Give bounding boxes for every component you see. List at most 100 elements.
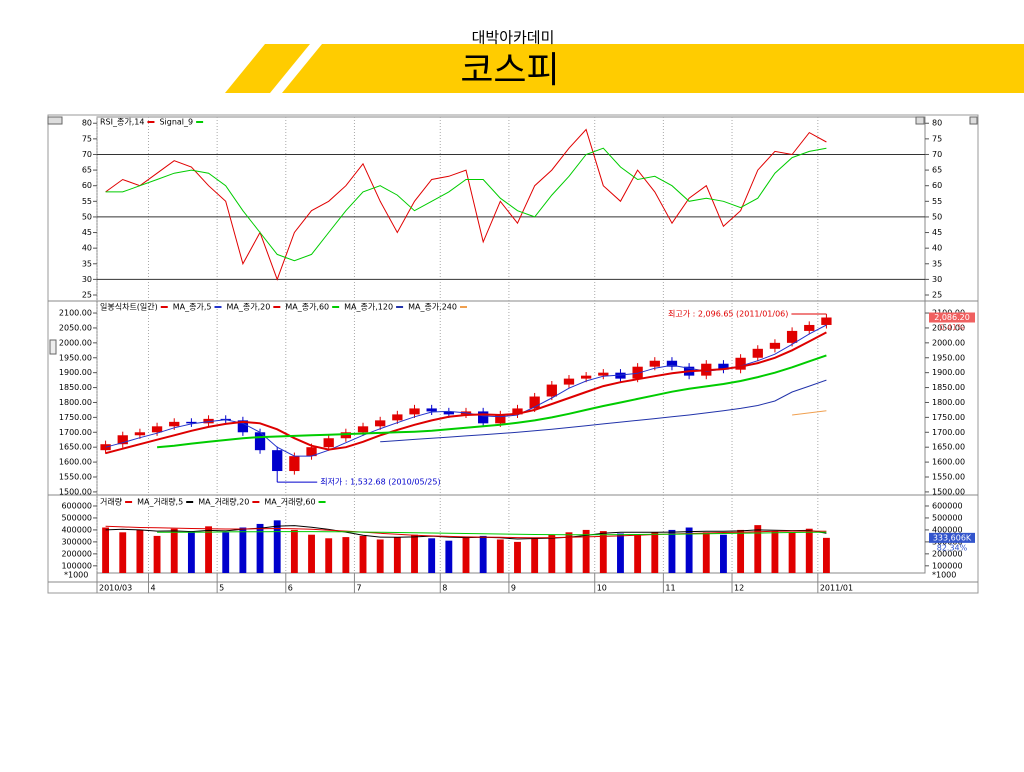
last-label: 333,606K bbox=[933, 533, 972, 542]
y-tick-label-right: 30 bbox=[932, 275, 942, 284]
series-line bbox=[380, 379, 827, 443]
candle-body bbox=[375, 420, 386, 427]
volume-bar bbox=[702, 532, 710, 573]
volume-bar bbox=[256, 523, 264, 573]
y-tick-label: 2050.00 bbox=[59, 323, 92, 332]
volume-bar bbox=[514, 541, 521, 573]
y-tick-label-right: 70 bbox=[932, 150, 942, 159]
y-tick-label-right: 1700.00 bbox=[932, 428, 965, 437]
legend-label: 일봉식차트(일간) bbox=[100, 302, 158, 312]
y-tick-label-right: 2000.00 bbox=[932, 338, 965, 347]
slide-subtitle: 대박아카데미 bbox=[472, 29, 555, 47]
y-tick-label: 45 bbox=[82, 228, 92, 237]
slide-title: 코스피 bbox=[460, 50, 559, 91]
menu-button[interactable] bbox=[915, 116, 925, 125]
candle-body bbox=[409, 408, 420, 415]
candle-body bbox=[272, 450, 283, 472]
legend-label: 거래량 bbox=[100, 497, 123, 507]
volume-bar bbox=[411, 534, 418, 573]
volume-bar bbox=[617, 533, 624, 573]
x-tick-label: 7 bbox=[356, 584, 361, 593]
candle-body bbox=[615, 372, 626, 379]
candle-body bbox=[478, 411, 489, 424]
y-tick-label: 80 bbox=[82, 119, 92, 128]
series-line bbox=[792, 410, 827, 416]
y-tick-label-right: 1800.00 bbox=[932, 398, 965, 407]
x-tick-label: 11 bbox=[665, 584, 675, 593]
x-tick-label: 6 bbox=[288, 584, 293, 593]
candle-body bbox=[718, 363, 729, 370]
legend-label: Signal_9 bbox=[159, 118, 193, 127]
volume-bar bbox=[720, 534, 727, 573]
series-line bbox=[157, 531, 827, 536]
candle-body bbox=[340, 432, 352, 439]
volume-bar bbox=[531, 538, 539, 573]
high-note: 최고가 : 2,096.65 (2011/01/06) bbox=[668, 309, 788, 319]
y-tick-label: 1750.00 bbox=[59, 413, 92, 422]
y-tick-label: 1500.00 bbox=[59, 487, 92, 496]
candle-body bbox=[649, 360, 660, 367]
y-tick-label-right: 75 bbox=[932, 134, 942, 143]
volume-bar bbox=[153, 535, 161, 573]
volume-bar bbox=[136, 529, 144, 573]
candle-body bbox=[821, 317, 832, 325]
last-badge bbox=[929, 532, 975, 543]
y-tick-label-right: 35 bbox=[932, 259, 942, 268]
y-tick-label-right: 400000 bbox=[932, 525, 963, 534]
close-button[interactable] bbox=[969, 116, 978, 125]
volume-bar bbox=[119, 532, 127, 573]
volume-bar bbox=[548, 534, 556, 573]
candle-body bbox=[254, 432, 266, 451]
y-tick-label: 55 bbox=[82, 197, 92, 206]
y-tick-label: 30 bbox=[82, 275, 92, 284]
series-line bbox=[105, 525, 827, 540]
y-tick-label-right: 1600.00 bbox=[932, 458, 965, 467]
y-tick-label: 1900.00 bbox=[59, 368, 92, 377]
y-tick-label: 1650.00 bbox=[59, 443, 92, 452]
legend-label: RSI_종가,14 bbox=[100, 118, 144, 127]
side-button[interactable] bbox=[49, 339, 57, 355]
candle-body bbox=[306, 447, 317, 457]
volume-bar bbox=[462, 537, 470, 573]
y-tick-label-right: 1850.00 bbox=[932, 383, 965, 392]
candle-body bbox=[495, 414, 506, 424]
series-line bbox=[157, 354, 827, 449]
y-tick-label: 65 bbox=[82, 166, 92, 175]
y-tick-label: 2100.00 bbox=[59, 309, 92, 318]
series-line bbox=[105, 128, 827, 281]
y-tick-label: 600000 bbox=[61, 501, 92, 510]
last-badge bbox=[929, 312, 975, 323]
unit-label: *1000 bbox=[64, 571, 88, 580]
y-tick-label-right: 1550.00 bbox=[932, 473, 965, 482]
y-tick-label: 1600.00 bbox=[59, 458, 92, 467]
candle-body bbox=[529, 396, 540, 409]
volume-bar bbox=[599, 531, 607, 573]
candle-body bbox=[752, 348, 763, 358]
y-tick-label-right: 60 bbox=[932, 181, 942, 190]
x-tick-label: 9 bbox=[511, 584, 516, 593]
legend-label: MA_거래량,20 bbox=[198, 497, 249, 507]
y-tick-label-right: 2050.00 bbox=[932, 323, 965, 332]
y-tick-label-right: 1900.00 bbox=[932, 368, 965, 377]
volume-bar bbox=[496, 539, 504, 573]
y-tick-label-right: 40 bbox=[932, 244, 942, 253]
y-tick-label: 50 bbox=[82, 212, 92, 221]
scroll-button[interactable] bbox=[47, 116, 63, 125]
banner-stripe bbox=[225, 44, 310, 93]
y-tick-label-right: 45 bbox=[932, 228, 942, 237]
x-tick-label: 2011/01 bbox=[820, 584, 853, 593]
volume-bar bbox=[102, 527, 110, 573]
y-tick-label-right: 1500.00 bbox=[932, 487, 965, 496]
candle-body bbox=[598, 372, 609, 376]
legend-label: MA_종가,20 bbox=[227, 303, 271, 312]
legend-label: MA_거래량,60 bbox=[264, 497, 315, 507]
volume-bar bbox=[788, 532, 796, 573]
y-tick-label: 75 bbox=[82, 134, 92, 143]
candle-body bbox=[512, 408, 523, 415]
y-tick-label: 70 bbox=[82, 150, 92, 159]
volume-bar bbox=[205, 526, 212, 573]
y-tick-label: 60 bbox=[82, 181, 92, 190]
y-tick-label-right: 200000 bbox=[932, 549, 963, 558]
candle-body bbox=[323, 438, 334, 448]
